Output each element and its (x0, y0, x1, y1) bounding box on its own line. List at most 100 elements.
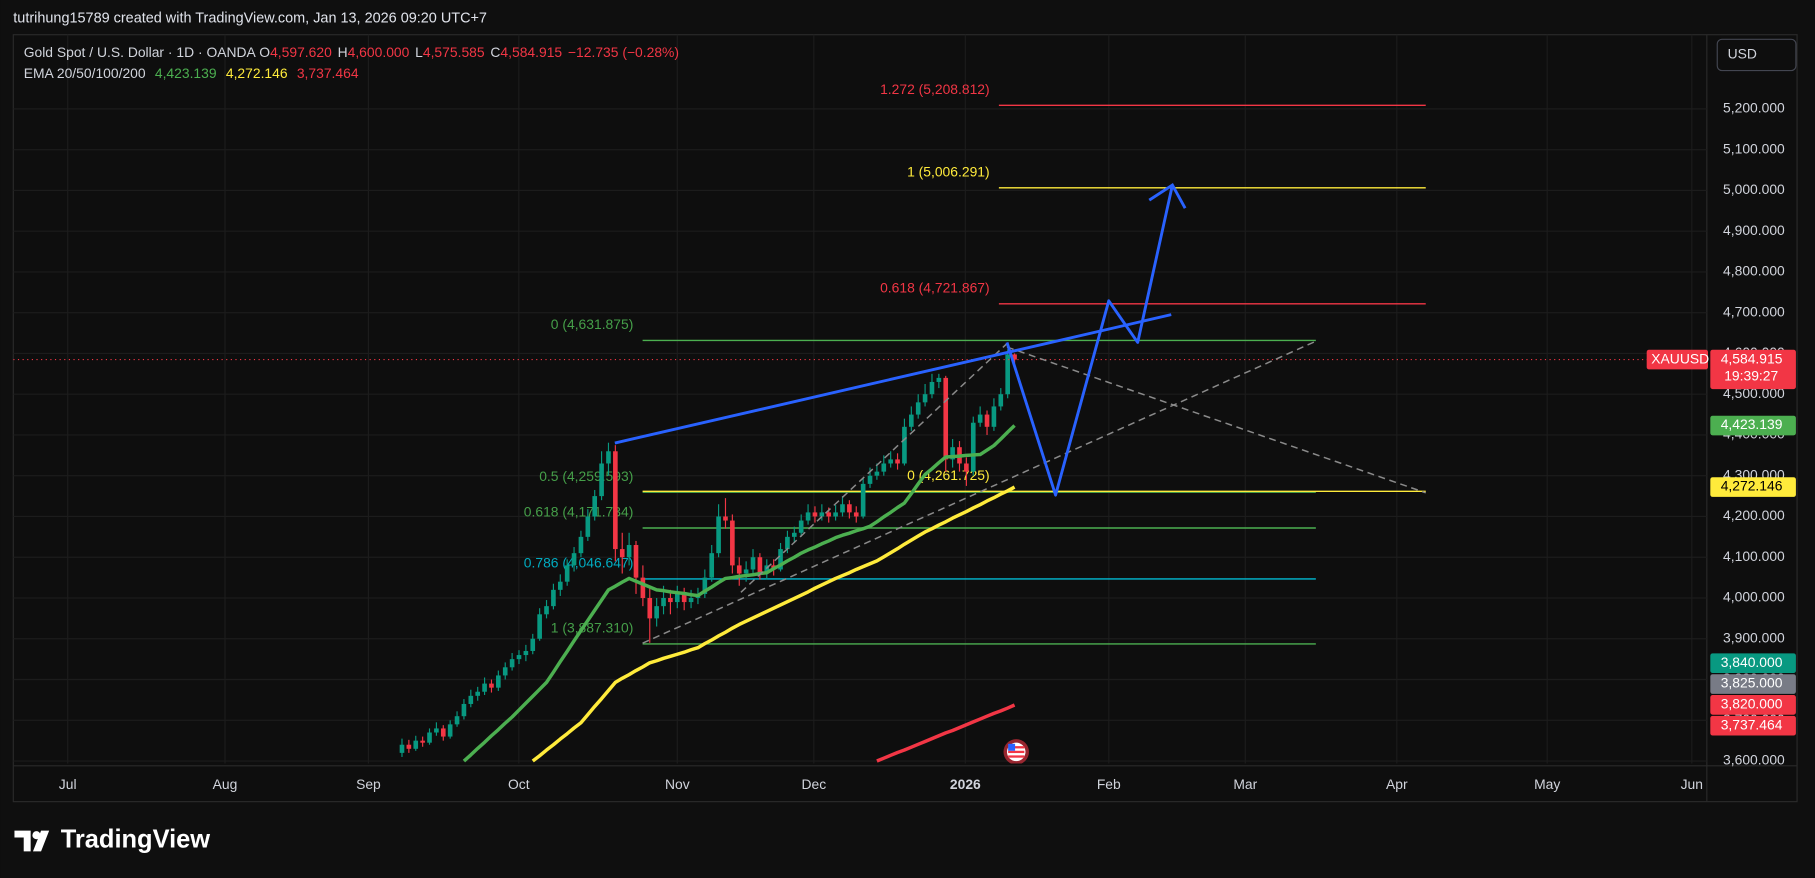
price-badge-label: 3,820.000 (1721, 696, 1783, 712)
candle-body (860, 483, 866, 517)
candle-body (964, 463, 969, 472)
y-tick-label: 4,900.000 (1723, 222, 1785, 238)
legend-value: 4,575.585 (423, 44, 485, 60)
y-tick-label: 4,700.000 (1723, 303, 1785, 319)
countdown-label: 19:39:27 (1724, 368, 1778, 384)
candle-body (922, 394, 928, 403)
candle-body (427, 732, 432, 743)
candle-body (537, 614, 542, 639)
candle-body (619, 549, 625, 558)
y-tick-label: 5,200.000 (1723, 100, 1785, 116)
grid (13, 34, 1707, 764)
candle-body (454, 716, 460, 725)
candle-body (716, 516, 721, 554)
candle-body (750, 557, 756, 570)
price-badge (1710, 715, 1796, 736)
legend-line: EMA 20/50/100/200 4,423.139 4,272.146 3,737… (24, 65, 359, 81)
price-badge-label: 3,825.000 (1721, 675, 1783, 691)
price-axis: Jul Aug Sep Oct Nov Dec 2026 Feb Mar Apr May Jun 3,6… (59, 100, 1796, 792)
candle-body (434, 728, 439, 733)
candle-body (881, 463, 887, 472)
candle-body (440, 728, 446, 737)
candle-body (516, 655, 522, 660)
candle-body (399, 744, 405, 753)
candle-body (826, 512, 832, 517)
ema-line (462, 424, 1016, 763)
x-tick-label: Aug (213, 776, 238, 792)
candle-body (523, 650, 529, 656)
candle-body (557, 581, 563, 590)
candle-body (475, 691, 481, 696)
indicator-value: 4,423.139 (155, 65, 217, 81)
candle-body (998, 394, 1004, 407)
x-tick-label: Apr (1386, 776, 1408, 792)
candle-body (489, 683, 494, 688)
candle-body (530, 638, 536, 651)
candle-body (1005, 354, 1010, 395)
price-badge-label: 4,272.146 (1721, 478, 1783, 494)
candle-body (909, 414, 914, 427)
candle-body (798, 520, 804, 533)
candle-body (730, 520, 735, 566)
projection-arrowhead (1148, 183, 1187, 209)
logo-dot (32, 831, 41, 840)
x-tick-label: 2026 (950, 776, 981, 792)
candle-body (668, 597, 673, 603)
candle-body (551, 589, 556, 607)
legend-key: O (259, 44, 270, 60)
projection-path (1005, 184, 1174, 497)
candle-body (991, 406, 997, 427)
currency-label[interactable]: USD (1728, 46, 1757, 62)
candle-body (626, 545, 632, 558)
trend-line (614, 313, 1172, 445)
channel-line (1006, 346, 1426, 494)
legend-value: 4,597.620 (270, 44, 332, 60)
x-tick-label: Feb (1097, 776, 1121, 792)
channel-line (642, 340, 1317, 644)
candle-body (420, 740, 425, 743)
candle-body (812, 512, 818, 517)
chart-panel (12, 34, 1798, 803)
y-tick-label: 3,900.000 (1723, 629, 1785, 645)
candle-body (613, 451, 618, 550)
currency-button-frame[interactable] (1716, 38, 1797, 72)
footer-logo: TradingView (14, 826, 210, 854)
price-badge (1710, 695, 1796, 715)
candle-body (888, 459, 893, 464)
drawings (614, 183, 1426, 764)
legend-key: C (490, 44, 500, 60)
candle-body (661, 597, 666, 607)
y-tick-label: 4,100.000 (1723, 548, 1785, 564)
candle-body (592, 496, 598, 517)
price-badge (1710, 674, 1796, 694)
price-badge (1710, 477, 1796, 497)
candle-body (785, 536, 790, 550)
last-price-badge (1710, 349, 1796, 390)
currency-button[interactable]: USD (1716, 38, 1797, 72)
candle-body (564, 565, 570, 582)
candle-body (736, 565, 742, 574)
candle-body (709, 553, 715, 578)
candle-body (1012, 354, 1017, 360)
candle-body (413, 740, 419, 749)
candle-body (791, 532, 797, 537)
x-tick-label: Dec (801, 776, 826, 792)
candle-body (867, 475, 873, 484)
x-tick-label: Oct (508, 776, 530, 792)
price-badge-label: 3,737.464 (1721, 716, 1783, 732)
y-tick-label: 5,000.000 (1723, 181, 1785, 197)
candle-body (833, 512, 838, 517)
candle-body (723, 516, 728, 521)
candle-body (544, 606, 549, 615)
x-tick-label: Jul (59, 776, 77, 792)
candle-body (578, 536, 584, 554)
ema-line (531, 485, 1016, 763)
y-tick-label: 4,800.000 (1723, 263, 1785, 279)
fib-label: 0.5 (4,259.593) (539, 468, 633, 484)
candle-body (840, 504, 845, 513)
logo-text: TradingView (61, 826, 211, 854)
x-tick-label: Mar (1233, 776, 1257, 792)
candle-body (447, 724, 453, 737)
candle-body (688, 597, 694, 603)
legend: Gold Spot / U.S. Dollar · 1D · OANDA O4,5… (24, 44, 679, 81)
